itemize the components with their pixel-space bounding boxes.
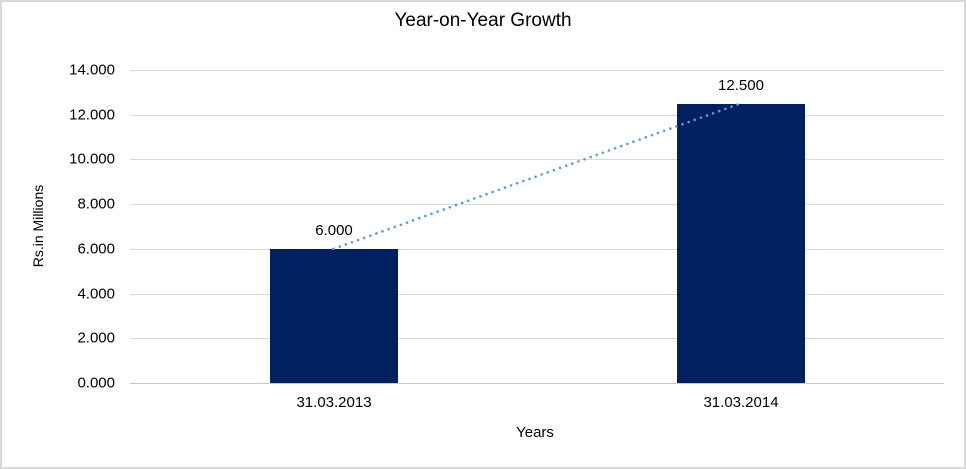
gridline xyxy=(130,115,944,116)
gridline xyxy=(130,204,944,205)
y-tick-label: 8.000 xyxy=(77,195,115,213)
y-tick-label: 2.000 xyxy=(77,329,115,347)
y-tick-label: 10.000 xyxy=(69,150,115,168)
data-label: 6.000 xyxy=(315,222,353,239)
bar xyxy=(270,249,398,383)
gridline xyxy=(130,159,944,160)
gridline xyxy=(130,338,944,339)
y-tick-label: 14.000 xyxy=(69,61,115,79)
data-label: 12.500 xyxy=(718,77,764,94)
y-tick-label: 6.000 xyxy=(77,240,115,258)
y-tick-label: 4.000 xyxy=(77,285,115,303)
y-tick-label: 12.000 xyxy=(69,106,115,124)
chart-title: Year-on-Year Growth xyxy=(394,10,572,31)
x-category-label: 31.03.2014 xyxy=(703,394,779,411)
gridline xyxy=(130,249,944,250)
gridline xyxy=(130,294,944,295)
gridline xyxy=(130,70,944,71)
x-axis-line xyxy=(130,383,944,384)
x-category-label: 31.03.2013 xyxy=(296,394,372,411)
bar xyxy=(677,104,805,383)
y-tick-label: 0.000 xyxy=(77,374,115,392)
x-axis-title: Years xyxy=(516,424,554,441)
